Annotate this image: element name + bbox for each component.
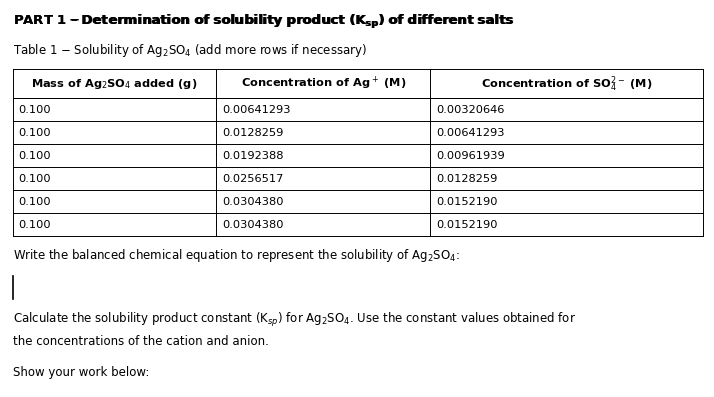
- Text: 0.0256517: 0.0256517: [222, 173, 283, 184]
- Text: 0.0304380: 0.0304380: [222, 220, 283, 230]
- Text: Mass of Ag$_2$SO$_4$ added (g): Mass of Ag$_2$SO$_4$ added (g): [31, 77, 198, 91]
- Text: 0.00320646: 0.00320646: [436, 104, 504, 115]
- Text: 0.100: 0.100: [19, 197, 51, 207]
- Text: 0.0152190: 0.0152190: [436, 220, 498, 230]
- Text: $\mathbf{PART\ 1 - Determination\ of\ solubility\ product\ (K_{sp})\ of\ differe: $\mathbf{PART\ 1 - Determination\ of\ so…: [13, 13, 515, 31]
- Text: Table 1 $-$ Solubility of Ag$_2$SO$_4$ (add more rows if necessary): Table 1 $-$ Solubility of Ag$_2$SO$_4$ (…: [13, 42, 367, 59]
- Text: 0.00961939: 0.00961939: [436, 150, 505, 161]
- Text: 0.0128259: 0.0128259: [436, 173, 497, 184]
- Text: 0.100: 0.100: [19, 150, 51, 161]
- Text: 0.00641293: 0.00641293: [436, 127, 504, 138]
- Text: 0.100: 0.100: [19, 127, 51, 138]
- Text: 0.0128259: 0.0128259: [222, 127, 283, 138]
- Text: Write the balanced chemical equation to represent the solubility of Ag$_2$SO$_4$: Write the balanced chemical equation to …: [13, 247, 460, 264]
- Text: 0.100: 0.100: [19, 173, 51, 184]
- Text: 0.0192388: 0.0192388: [222, 150, 283, 161]
- Text: $\bf{PART\ 1}$$\bf{\ \endash\ Determination\ of\ solubility\ product\ (K_{sp})\ : $\bf{PART\ 1}$$\bf{\ \endash\ Determinat…: [13, 13, 513, 31]
- Text: Concentration of SO$_4^{2-}$ (M): Concentration of SO$_4^{2-}$ (M): [481, 74, 652, 94]
- Text: 0.100: 0.100: [19, 220, 51, 230]
- Text: Concentration of Ag$^+$ (M): Concentration of Ag$^+$ (M): [241, 75, 406, 93]
- Text: 0.0304380: 0.0304380: [222, 197, 283, 207]
- Text: 0.100: 0.100: [19, 104, 51, 115]
- Text: the concentrations of the cation and anion.: the concentrations of the cation and ani…: [13, 335, 268, 349]
- Text: 0.0152190: 0.0152190: [436, 197, 498, 207]
- Text: 0.00641293: 0.00641293: [222, 104, 291, 115]
- Text: Show your work below:: Show your work below:: [13, 366, 149, 379]
- Text: Calculate the solubility product constant (K$_{sp}$) for Ag$_2$SO$_4$. Use the c: Calculate the solubility product constan…: [13, 311, 576, 329]
